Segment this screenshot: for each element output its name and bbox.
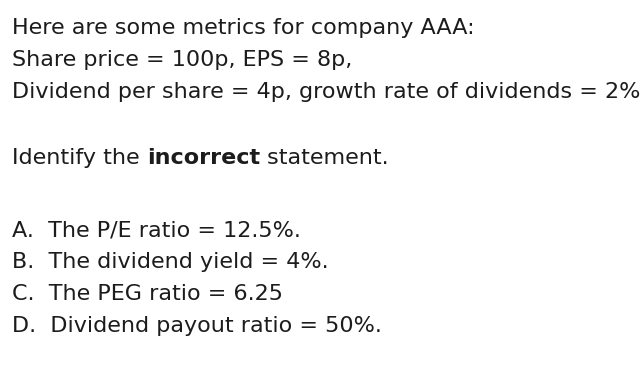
Text: Identify the: Identify the	[12, 148, 147, 168]
Text: C.  The PEG ratio = 6.25: C. The PEG ratio = 6.25	[12, 284, 283, 304]
Text: incorrect: incorrect	[147, 148, 260, 168]
Text: Share price = 100p, EPS = 8p,: Share price = 100p, EPS = 8p,	[12, 50, 352, 70]
Text: Dividend per share = 4p, growth rate of dividends = 2%.: Dividend per share = 4p, growth rate of …	[12, 82, 640, 102]
Text: B.  The dividend yield = 4%.: B. The dividend yield = 4%.	[12, 252, 328, 272]
Text: statement.: statement.	[260, 148, 388, 168]
Text: Here are some metrics for company AAA:: Here are some metrics for company AAA:	[12, 18, 475, 38]
Text: D.  Dividend payout ratio = 50%.: D. Dividend payout ratio = 50%.	[12, 316, 382, 336]
Text: A.  The P/E ratio = 12.5%.: A. The P/E ratio = 12.5%.	[12, 220, 301, 240]
